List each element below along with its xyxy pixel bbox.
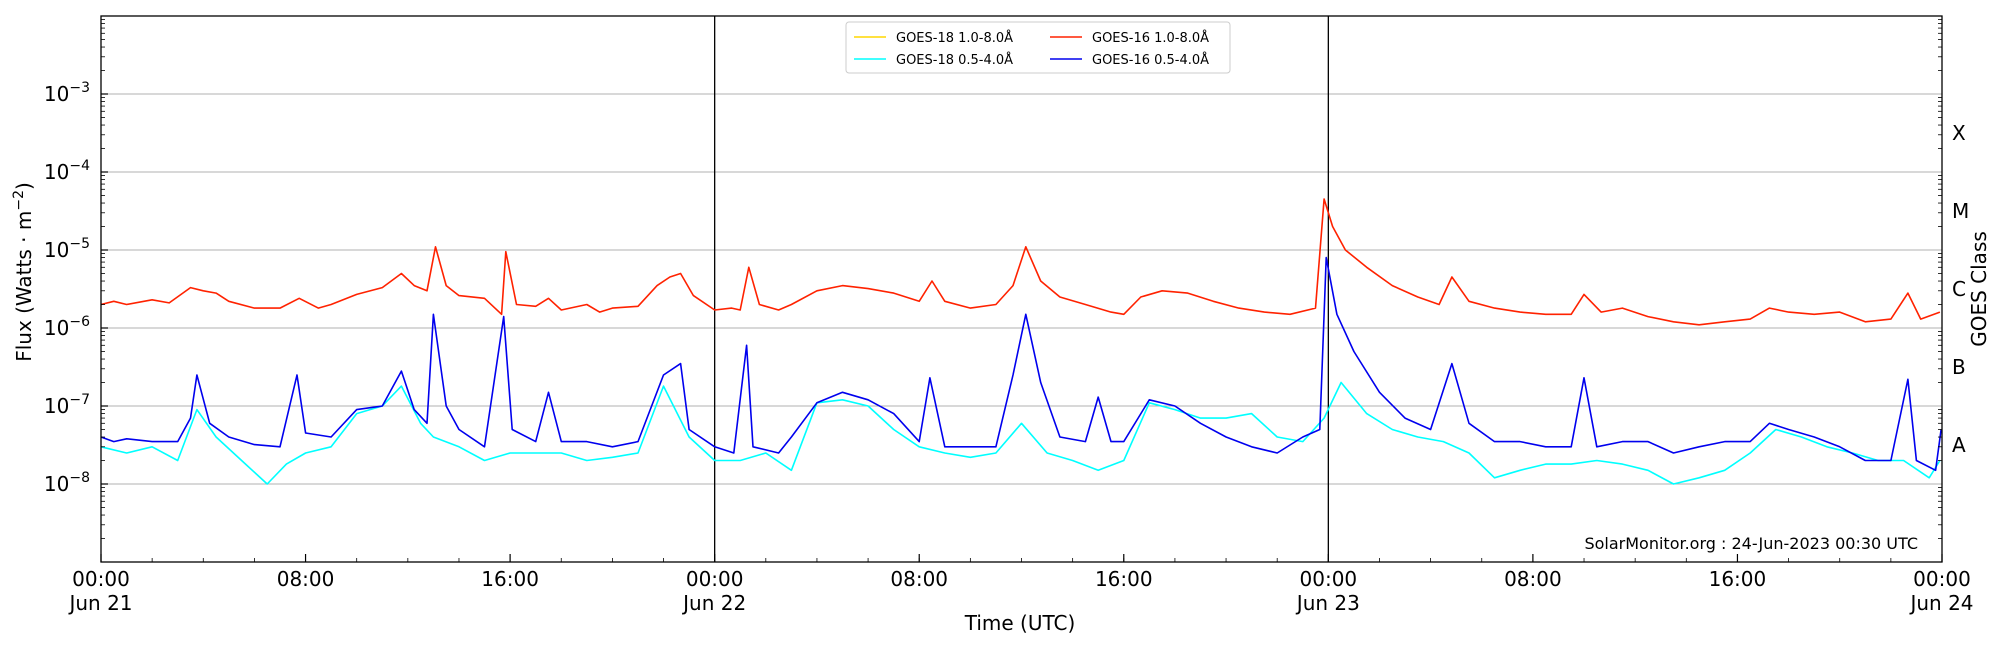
x-tick-date-label: Jun 24 (1908, 591, 1973, 615)
x-axis-label: Time (UTC) (964, 611, 1076, 635)
y-axis-label-text: Flux (Watts · m (12, 211, 36, 362)
y-tick-label: 10−5 (44, 236, 90, 262)
x-tick-date-label: Jun 21 (67, 591, 132, 615)
goes-class-c: C (1952, 277, 1966, 301)
y-axis-label: Flux (Watts · m−2) (11, 182, 36, 362)
x-tick-label: 00:00 (1913, 567, 1971, 591)
y-axis-label-exponent: −2 (11, 190, 27, 211)
goes-class-b: B (1952, 355, 1966, 379)
day-separator-lines (714, 16, 1329, 562)
legend-entry: GOES-18 1.0-8.0Å (896, 30, 1013, 46)
solarmonitor-annotation: SolarMonitor.org : 24-Jun-2023 00:30 UTC (1584, 534, 1918, 553)
x-tick-label: 00:00 (1300, 567, 1358, 591)
goes-class-x: X (1952, 121, 1966, 145)
legend-entry: GOES-18 0.5-4.0Å (896, 52, 1013, 68)
x-tick-label: 16:00 (1095, 567, 1153, 591)
series-line-1 (100, 198, 1941, 326)
x-tick-label: 00:00 (686, 567, 744, 591)
goes-class-m: M (1952, 199, 1969, 223)
x-tick-label: 08:00 (1504, 567, 1562, 591)
x-tick-label: 00:00 (72, 567, 130, 591)
legend-entry: GOES-16 0.5-4.0Å (1092, 52, 1209, 68)
goes-class-labels: A B C M X (1952, 121, 1969, 457)
x-tick-label: 08:00 (277, 567, 335, 591)
y-tick-label: 10−8 (44, 470, 90, 496)
y-tick-label: 10−3 (44, 80, 90, 106)
series-line-3 (100, 256, 1942, 472)
y-tick-label: 10−6 (44, 314, 90, 340)
x-tick-label: 08:00 (890, 567, 948, 591)
horizontal-grid (101, 93, 1942, 485)
goes-class-a: A (1952, 433, 1966, 457)
x-tick-label: 16:00 (1709, 567, 1767, 591)
series-line-2 (100, 381, 1941, 485)
x-tick-date-label: Jun 23 (1295, 591, 1360, 615)
goes-class-axis-label: GOES Class (1967, 231, 1991, 347)
x-tick-date-label: Jun 22 (681, 591, 746, 615)
legend-box (845, 21, 1231, 74)
series-layer (100, 198, 1942, 485)
x-tick-label: 16:00 (481, 567, 539, 591)
y-axis-ticks: 10−8 10−7 10−6 10−5 10−4 10−3 (44, 19, 1942, 539)
legend-entry: GOES-16 1.0-8.0Å (1092, 30, 1209, 46)
y-tick-label: 10−7 (44, 392, 90, 418)
y-tick-label: 10−4 (44, 158, 90, 184)
legend: GOES-18 1.0-8.0Å GOES-18 0.5-4.0Å GOES-16 … (845, 21, 1231, 74)
y-axis-label-tail: ) (12, 182, 36, 190)
